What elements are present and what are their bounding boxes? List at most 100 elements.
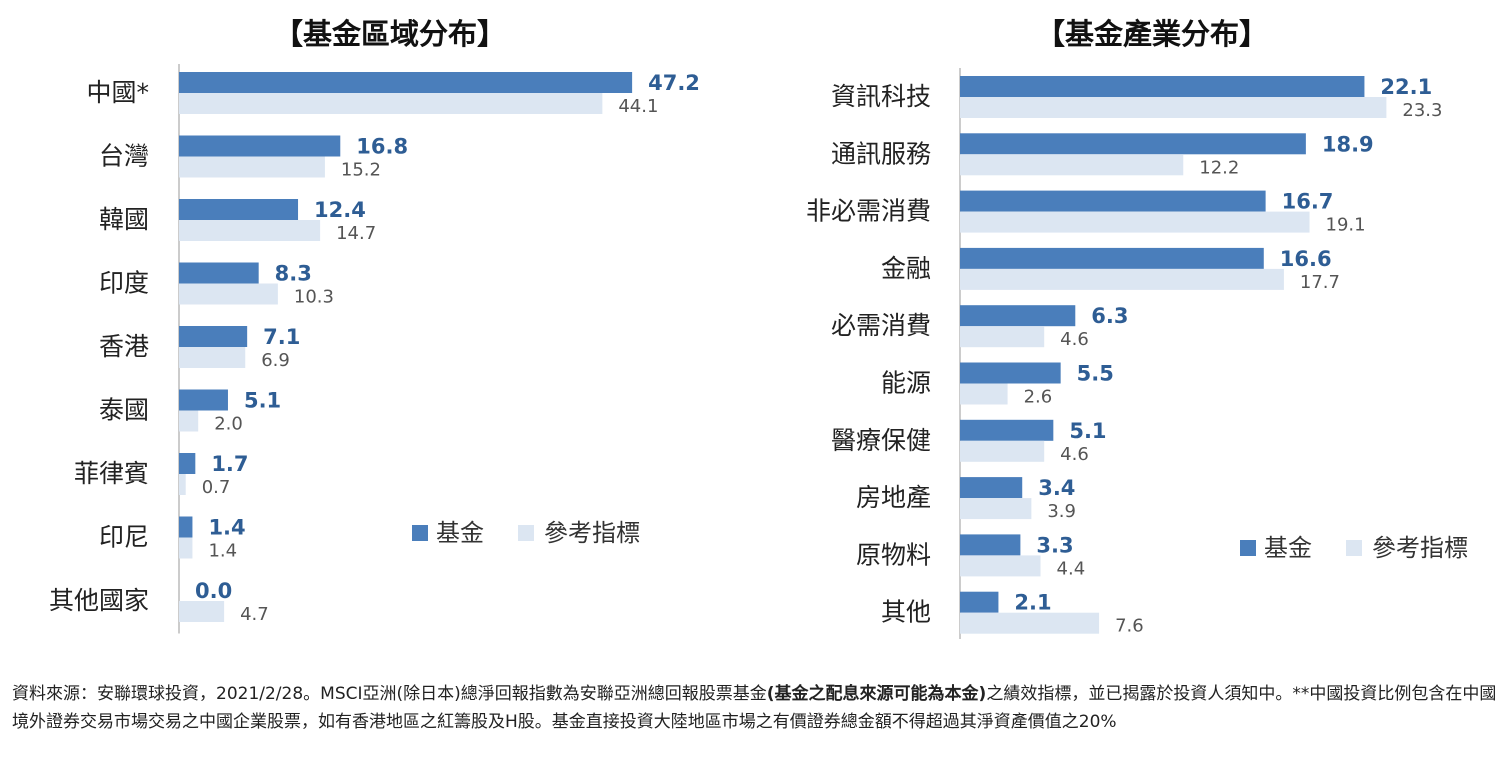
chart-1-category-label: 印尼 — [99, 523, 149, 552]
chart-1-fund-value-label: 12.4 — [314, 198, 366, 222]
chart-2-legend-benchmark-label: 參考指標 — [1372, 534, 1468, 562]
chart-2-legend-benchmark-swatch — [1346, 540, 1362, 556]
chart-2-category-label: 房地產 — [856, 483, 931, 512]
chart-1-benchmark-bar — [179, 601, 225, 622]
chart-1-benchmark-bar — [179, 283, 278, 305]
chart-1-fund-bar — [179, 135, 341, 157]
chart-2-benchmark-value-label: 17.7 — [1300, 272, 1340, 293]
chart-2-benchmark-bar — [960, 211, 1310, 233]
chart-2-benchmark-bar — [960, 440, 1045, 462]
chart-2-fund-bar — [960, 76, 1365, 97]
chart-1-benchmark-value-label: 10.3 — [294, 287, 334, 308]
chart-2-legend-fund-swatch — [1240, 540, 1256, 556]
chart-1-category-label: 泰國 — [99, 396, 149, 425]
chart-1-legend-benchmark-swatch — [518, 525, 534, 541]
chart-1-category-label: 中國* — [86, 78, 149, 107]
chart-2-category-label: 醫療保健 — [831, 426, 931, 455]
chart-2-benchmark-value-label: 4.6 — [1060, 329, 1089, 350]
chart-1-benchmark-value-label: 14.7 — [336, 223, 376, 244]
chart-1-legend-fund-swatch — [412, 525, 428, 541]
footnote-bold-text: (基金之配息來源可能為本金) — [766, 684, 987, 704]
chart-1-benchmark-value-label: 15.2 — [341, 160, 381, 181]
chart-1-category-label: 台灣 — [99, 142, 149, 171]
chart-2-category-label: 能源 — [881, 369, 931, 398]
chart-2-benchmark-bar — [960, 383, 1008, 405]
chart-1-fund-value-label: 47.2 — [648, 71, 700, 95]
chart-2-fund-bar — [960, 477, 1023, 499]
chart-2-category-label: 其他 — [881, 598, 931, 627]
chart-2-benchmark-bar — [960, 498, 1032, 520]
chart-1-fund-bar — [179, 389, 228, 411]
chart-2-fund-bar — [960, 419, 1054, 441]
footnote-text-1: 資料來源：安聯環球投資，2021/2/28。MSCI亞洲(除日本)總淨回報指數為… — [12, 684, 767, 704]
chart-1-fund-value-label: 8.3 — [275, 262, 312, 286]
chart-2-category-label: 資訊科技 — [831, 82, 931, 111]
chart-1-fund-bar — [179, 72, 633, 93]
chart-2-fund-value-label: 2.1 — [1014, 591, 1051, 615]
chart-2-fund-bar — [960, 247, 1264, 269]
chart-2-category-label: 必需消費 — [831, 311, 931, 340]
chart-2-benchmark-value-label: 12.2 — [1199, 157, 1239, 178]
chart-1-category-label: 韓國 — [99, 205, 149, 234]
chart-2-title: 【基金產業分布】 — [1036, 17, 1268, 51]
source-footnote: 資料來源：安聯環球投資，2021/2/28。MSCI亞洲(除日本)總淨回報指數為… — [12, 680, 1500, 736]
chart-2-fund-value-label: 18.9 — [1322, 132, 1374, 156]
chart-2-benchmark-value-label: 23.3 — [1402, 100, 1442, 121]
chart-1-benchmark-value-label: 0.7 — [202, 477, 231, 498]
footnote-text-2: 之績效指標，並已揭露於投資人須知中。**中國投資比例包含在中國境外證券交易市場交… — [12, 684, 1497, 732]
chart-1-benchmark-value-label: 4.7 — [240, 604, 269, 625]
chart-2-benchmark-bar — [960, 555, 1041, 577]
chart-2-benchmark-value-label: 19.1 — [1326, 215, 1366, 236]
chart-1-fund-bar — [179, 516, 193, 538]
chart-2-category-label: 金融 — [881, 254, 931, 283]
chart-1-benchmark-bar — [179, 93, 603, 114]
chart-1-fund-value-label: 1.7 — [211, 452, 248, 476]
chart-1-benchmark-bar — [179, 537, 193, 559]
chart-2-fund-value-label: 22.1 — [1380, 75, 1432, 99]
chart-1-fund-bar — [179, 262, 259, 284]
chart-2-benchmark-bar — [960, 154, 1184, 176]
chart-2-fund-value-label: 3.4 — [1038, 476, 1075, 500]
chart-2-fund-bar — [960, 591, 999, 613]
chart-2-benchmark-bar — [960, 612, 1100, 634]
chart-2-fund-bar — [960, 190, 1266, 212]
chart-2-benchmark-value-label: 4.4 — [1057, 558, 1086, 579]
charts-canvas: 【基金區域分布】中國* 47.244.1 台灣 16.815.2 韓國 12.414.7 印… — [49, 17, 1468, 639]
chart-1-fund-value-label: 1.4 — [208, 516, 245, 540]
chart-2-benchmark-value-label: 3.9 — [1047, 501, 1076, 522]
chart-1-fund-value-label: 5.1 — [244, 389, 281, 413]
chart-1-benchmark-bar — [179, 220, 321, 241]
chart-1-legend-benchmark-label: 參考指標 — [544, 519, 640, 547]
chart-1-category-label: 印度 — [99, 269, 149, 298]
chart-2-fund-value-label: 16.7 — [1282, 190, 1334, 214]
chart-2-category-label: 原物料 — [856, 540, 931, 569]
chart-2-fund-value-label: 16.6 — [1280, 247, 1332, 271]
chart-2-fund-value-label: 5.1 — [1069, 419, 1106, 443]
chart-1-category-label: 菲律賓 — [74, 459, 149, 488]
chart-2-benchmark-value-label: 2.6 — [1024, 387, 1053, 408]
chart-2-fund-bar — [960, 305, 1076, 327]
chart-1-fund-value-label: 16.8 — [356, 135, 408, 159]
chart-2-benchmark-bar — [960, 326, 1045, 348]
chart-2-benchmark-value-label: 4.6 — [1060, 444, 1089, 465]
chart-1-fund-bar — [179, 453, 196, 474]
chart-1-fund-bar — [179, 199, 299, 220]
chart-1-benchmark-value-label: 6.9 — [261, 350, 290, 371]
chart-2-category-label: 非必需消費 — [806, 197, 931, 226]
chart-1-title: 【基金區域分布】 — [274, 17, 506, 51]
chart-2-benchmark-bar — [960, 97, 1387, 118]
chart-2-fund-bar — [960, 534, 1021, 556]
chart-2-benchmark-value-label: 7.6 — [1115, 616, 1144, 637]
chart-1-fund-value-label: 7.1 — [263, 325, 300, 349]
chart-1-category-label: 香港 — [99, 332, 149, 361]
chart-2-benchmark-bar — [960, 268, 1284, 290]
chart-2-fund-value-label: 3.3 — [1036, 533, 1073, 557]
chart-1-benchmark-bar — [179, 347, 246, 368]
chart-1-fund-bar — [179, 326, 248, 347]
chart-2-fund-value-label: 5.5 — [1077, 362, 1114, 386]
chart-1-benchmark-bar — [179, 474, 186, 495]
chart-2-category-label: 通訊服務 — [831, 139, 931, 168]
chart-2-legend-fund-label: 基金 — [1264, 534, 1312, 562]
chart-1-benchmark-value-label: 44.1 — [618, 96, 658, 117]
chart-1-benchmark-bar — [179, 410, 199, 432]
